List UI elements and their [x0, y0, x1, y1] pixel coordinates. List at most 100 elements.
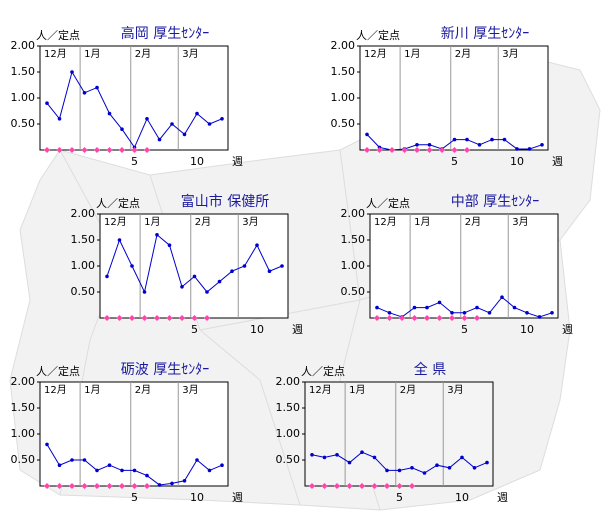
month-label: 3月	[242, 216, 258, 228]
diamond-marker	[56, 147, 63, 153]
y-axis-label: 人／定点	[301, 364, 345, 378]
point-marker	[255, 243, 259, 247]
point-marker	[502, 137, 507, 142]
x-tick-label: 10	[250, 323, 264, 336]
diamond-marker	[401, 147, 408, 153]
month-label: 2月	[135, 384, 151, 396]
month-label: 2月	[465, 216, 481, 228]
point-marker	[192, 274, 197, 279]
y-axis-label: 人／定点	[36, 28, 80, 42]
y-tick-label: 0.50	[331, 117, 356, 130]
month-label: 12月	[104, 216, 127, 228]
diamond-marker	[44, 483, 50, 489]
point-marker	[452, 137, 457, 142]
diamond-marker	[334, 483, 340, 489]
diamond-marker	[191, 315, 198, 321]
month-label: 3月	[182, 48, 198, 60]
diamond-marker	[106, 483, 113, 489]
point-marker	[412, 305, 417, 310]
diamond-marker	[414, 147, 420, 153]
point-marker	[410, 466, 414, 470]
point-marker	[167, 243, 172, 247]
y-tick-label: 1.00	[71, 259, 96, 272]
diamond-marker	[154, 315, 160, 321]
point-marker	[120, 468, 124, 473]
y-axis-label: 人／定点	[96, 196, 140, 210]
x-tick-label: 5	[451, 155, 458, 168]
month-label: 1月	[144, 216, 160, 228]
y-tick-label: 0.50	[341, 285, 366, 298]
diamond-marker	[396, 483, 403, 489]
point-marker	[427, 143, 432, 147]
diamond-marker	[179, 315, 185, 321]
diamond-marker	[81, 147, 88, 153]
chart-title: 中部 厚生ｾﾝﾀｰ	[451, 194, 539, 210]
point-marker	[267, 269, 272, 274]
diamond-marker	[44, 147, 50, 153]
y-axis-label: 人／定点	[36, 364, 80, 378]
x-axis-label: 週	[232, 155, 243, 168]
point-marker	[365, 132, 369, 137]
point-marker	[372, 455, 377, 460]
y-tick-label: 1.50	[341, 233, 366, 246]
diamond-marker	[129, 315, 135, 321]
y-tick-label: 1.00	[11, 91, 36, 104]
month-label: 3月	[512, 216, 528, 228]
point-marker	[220, 463, 224, 468]
month-label: 1月	[84, 48, 100, 60]
point-marker	[82, 458, 87, 462]
point-marker	[525, 311, 529, 315]
point-marker	[360, 450, 364, 455]
diamond-marker	[411, 315, 418, 321]
point-marker	[155, 233, 159, 237]
y-tick-label: 1.50	[71, 233, 96, 246]
point-marker	[207, 468, 212, 473]
plot-area	[39, 381, 229, 487]
point-marker	[220, 117, 224, 121]
point-marker	[145, 473, 149, 478]
point-marker	[170, 481, 174, 486]
diamond-marker	[119, 483, 125, 489]
diamond-marker	[461, 315, 468, 321]
point-marker	[95, 85, 99, 90]
diamond-marker	[384, 483, 390, 489]
month-label: 12月	[374, 216, 397, 228]
diamond-marker	[376, 147, 383, 153]
y-tick-label: 2.00	[71, 207, 96, 220]
point-marker	[550, 311, 554, 315]
point-marker	[142, 290, 147, 294]
point-marker	[512, 305, 517, 310]
point-marker	[462, 311, 467, 315]
point-marker	[437, 300, 442, 305]
point-marker	[145, 117, 149, 121]
point-marker	[472, 466, 477, 470]
diamond-marker	[131, 483, 138, 489]
plot-area	[39, 45, 229, 151]
x-tick-label: 5	[131, 155, 138, 168]
point-marker	[120, 127, 124, 131]
diamond-marker	[424, 315, 430, 321]
diamond-marker	[464, 147, 470, 153]
chart-title: 砺波 厚生ｾﾝﾀｰ	[121, 362, 209, 378]
month-label: 12月	[364, 48, 387, 60]
point-marker	[170, 122, 174, 126]
x-axis-label: 週	[497, 491, 508, 504]
point-marker	[57, 463, 62, 468]
diamond-marker	[81, 483, 88, 489]
plot-area	[369, 213, 559, 319]
diamond-marker	[359, 483, 365, 489]
point-marker	[230, 269, 234, 274]
point-marker	[415, 143, 419, 147]
point-marker	[435, 463, 439, 468]
point-marker	[105, 274, 109, 279]
month-label: 1月	[84, 384, 100, 396]
diamond-marker	[119, 147, 125, 153]
plot-area	[304, 381, 494, 487]
chart-title: 全 県	[414, 361, 446, 378]
point-marker	[537, 315, 542, 319]
diamond-marker	[94, 147, 100, 153]
y-tick-label: 1.50	[11, 401, 36, 414]
month-label: 1月	[404, 48, 420, 60]
diamond-marker	[374, 315, 380, 321]
